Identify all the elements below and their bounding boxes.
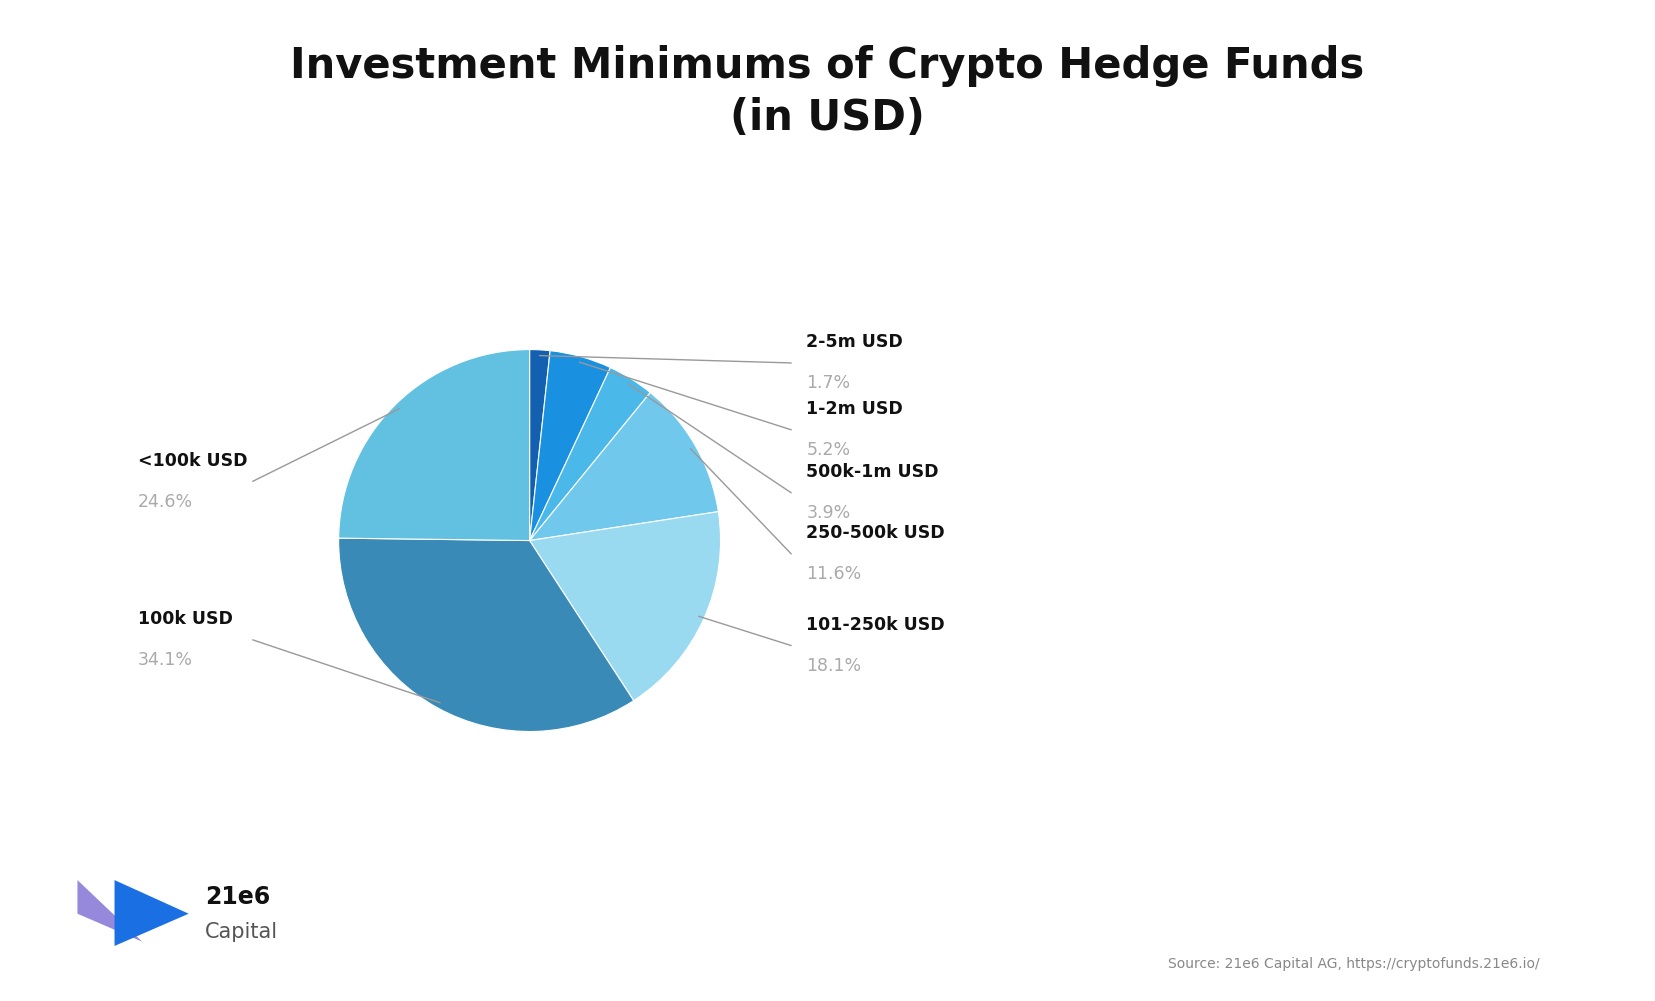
Text: Capital: Capital xyxy=(205,922,278,942)
Text: 250-500k USD: 250-500k USD xyxy=(806,525,945,543)
Text: 500k-1m USD: 500k-1m USD xyxy=(806,463,938,481)
Text: 100k USD: 100k USD xyxy=(137,611,233,629)
Text: 5.2%: 5.2% xyxy=(806,441,851,459)
Polygon shape xyxy=(114,880,189,946)
Text: 34.1%: 34.1% xyxy=(137,652,194,670)
Wedge shape xyxy=(530,367,650,541)
Text: 11.6%: 11.6% xyxy=(806,566,862,584)
Text: Investment Minimums of Crypto Hedge Funds
(in USD): Investment Minimums of Crypto Hedge Fund… xyxy=(290,45,1365,139)
Text: 3.9%: 3.9% xyxy=(806,505,851,523)
Text: Source: 21e6 Capital AG, https://cryptofunds.21e6.io/: Source: 21e6 Capital AG, https://cryptof… xyxy=(1167,957,1539,971)
Text: 1-2m USD: 1-2m USD xyxy=(806,400,904,418)
Text: 2-5m USD: 2-5m USD xyxy=(806,333,904,351)
Polygon shape xyxy=(78,880,142,942)
Wedge shape xyxy=(339,349,530,541)
Text: 18.1%: 18.1% xyxy=(806,657,862,675)
Text: 101-250k USD: 101-250k USD xyxy=(806,616,945,634)
Wedge shape xyxy=(530,512,720,701)
Text: 24.6%: 24.6% xyxy=(137,492,194,511)
Wedge shape xyxy=(530,350,611,541)
Wedge shape xyxy=(530,392,718,541)
Wedge shape xyxy=(530,349,549,541)
Text: <100k USD: <100k USD xyxy=(137,451,248,469)
Text: 21e6: 21e6 xyxy=(205,885,270,909)
Text: 1.7%: 1.7% xyxy=(806,374,851,392)
Wedge shape xyxy=(339,539,634,732)
